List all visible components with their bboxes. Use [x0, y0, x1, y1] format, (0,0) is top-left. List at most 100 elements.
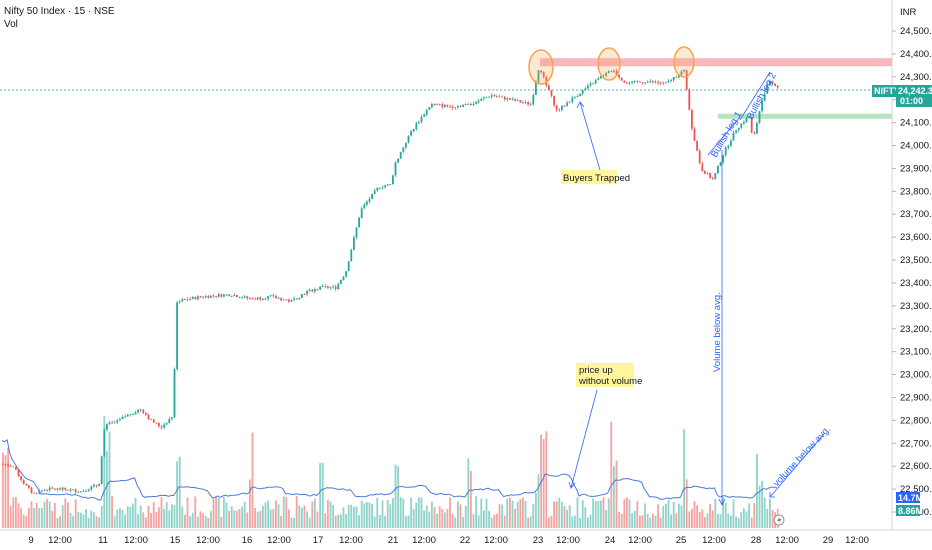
candle-body — [532, 94, 535, 105]
volume-bar — [740, 512, 743, 528]
candle-body — [480, 98, 483, 101]
candle-body — [641, 82, 644, 83]
candle-body — [540, 70, 542, 73]
volume-bar — [267, 500, 269, 528]
without-volume-note: without volume — [578, 376, 642, 387]
price-tick-label: 24,100.00 — [900, 118, 932, 129]
lightning-icon[interactable] — [773, 514, 785, 526]
candle-body — [701, 163, 704, 171]
candle-body — [220, 294, 223, 297]
candle-body — [631, 81, 633, 83]
volume-bar — [451, 514, 454, 528]
volume-bar — [35, 503, 38, 528]
candle-body — [602, 75, 605, 77]
volume-bar — [688, 511, 691, 528]
volume-bar — [43, 501, 46, 528]
candle-body — [623, 80, 626, 83]
volume-bar — [464, 506, 467, 528]
volume-bar — [675, 513, 678, 528]
time-tick-label: 12:00 — [48, 535, 72, 546]
candle-body — [82, 491, 85, 492]
candle-body — [774, 83, 776, 86]
volume-bar — [129, 506, 132, 528]
candle-body — [527, 101, 529, 105]
volume-bar — [233, 510, 236, 528]
volume-bar — [329, 501, 332, 528]
volume-bar — [145, 517, 147, 528]
time-tick-label: 12:00 — [702, 535, 726, 546]
candle-body — [490, 95, 493, 97]
candle-body — [85, 491, 87, 492]
candle-body — [137, 409, 139, 413]
volume-bar — [230, 506, 233, 528]
candle-body — [462, 105, 464, 107]
volume-bar — [644, 503, 646, 528]
price-tick-label: 23,900.00 — [900, 163, 932, 174]
candle-body — [678, 74, 680, 78]
candle-body — [771, 80, 774, 84]
volume-bar — [384, 515, 386, 528]
volume-bar — [633, 510, 636, 528]
candle-body — [269, 295, 272, 297]
volume-bar — [769, 498, 771, 528]
candle-body — [100, 456, 103, 484]
candle-body — [743, 122, 745, 124]
candle-body — [113, 422, 116, 424]
candle-body — [41, 490, 43, 492]
volume-average-badge — [896, 492, 920, 503]
volume-bar — [142, 512, 145, 528]
volume-bar — [256, 511, 259, 528]
volume-bar — [743, 508, 745, 528]
candle-body — [776, 85, 779, 88]
volume-bar — [613, 466, 615, 528]
candle-body — [4, 463, 7, 465]
candle-body — [610, 71, 613, 73]
volume-bar — [579, 517, 581, 528]
volume-bar — [568, 505, 571, 528]
volume-bar — [449, 497, 451, 528]
volume-bar — [262, 505, 264, 528]
candle-body — [38, 490, 41, 494]
support-zone — [718, 113, 892, 119]
volume-bar — [186, 497, 189, 528]
volume-bar — [314, 498, 316, 528]
candle-body — [90, 486, 93, 490]
volume-bar — [360, 500, 363, 528]
candle-body — [145, 413, 147, 415]
time-tick-label: 12:00 — [484, 535, 508, 546]
time-tick-label: 23 — [533, 535, 544, 546]
candle-body — [332, 286, 334, 288]
volume-bar — [566, 509, 568, 528]
candle-body — [561, 105, 563, 110]
time-tick-label: 21 — [388, 535, 399, 546]
candle-body — [389, 184, 392, 185]
candle-body — [769, 80, 771, 85]
volume-bar — [535, 493, 537, 528]
candle-body — [680, 71, 683, 75]
candle-body — [249, 298, 251, 300]
candle-body — [98, 483, 100, 486]
volume-bar — [321, 462, 324, 528]
time-tick-label: 16 — [242, 535, 253, 546]
volume-bar — [80, 512, 82, 528]
volume-bar — [555, 501, 558, 528]
volume-bar — [353, 506, 355, 528]
volume-bar — [574, 515, 576, 528]
candle-body — [212, 295, 215, 297]
candle-body — [706, 173, 709, 174]
volume-bar — [615, 460, 618, 528]
candle-body — [665, 82, 667, 84]
volume-bar — [433, 506, 436, 528]
volume-bar — [295, 496, 298, 528]
candle-body — [256, 297, 259, 300]
volume-bar — [594, 500, 597, 528]
time-tick-label: 24 — [605, 535, 616, 546]
candle-body — [17, 469, 20, 477]
volume-bar — [202, 513, 204, 528]
candle-body — [194, 297, 197, 300]
volume-bar — [111, 496, 113, 528]
volume-bar — [602, 497, 605, 528]
candle-body — [571, 97, 574, 103]
candle-body — [740, 123, 743, 129]
